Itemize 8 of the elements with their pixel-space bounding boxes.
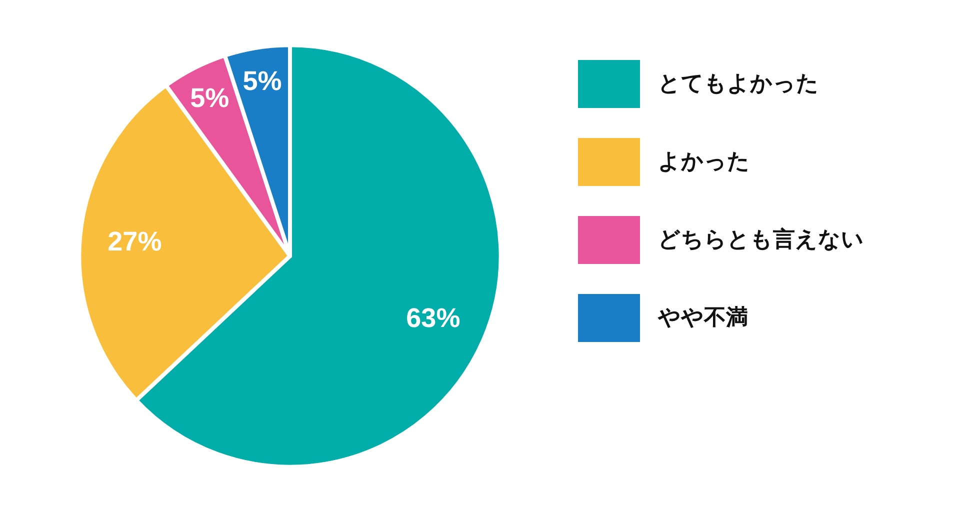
- data-label: 5%: [190, 83, 230, 114]
- data-label: 63%: [406, 302, 460, 333]
- data-label: 5%: [242, 66, 282, 96]
- legend-label: とてもよかった: [658, 72, 819, 96]
- legend-label: やや不満: [657, 306, 748, 330]
- legend-label: よかった: [658, 150, 750, 174]
- legend-label: どちらとも言えない: [658, 226, 864, 252]
- data-label: 27%: [108, 226, 162, 256]
